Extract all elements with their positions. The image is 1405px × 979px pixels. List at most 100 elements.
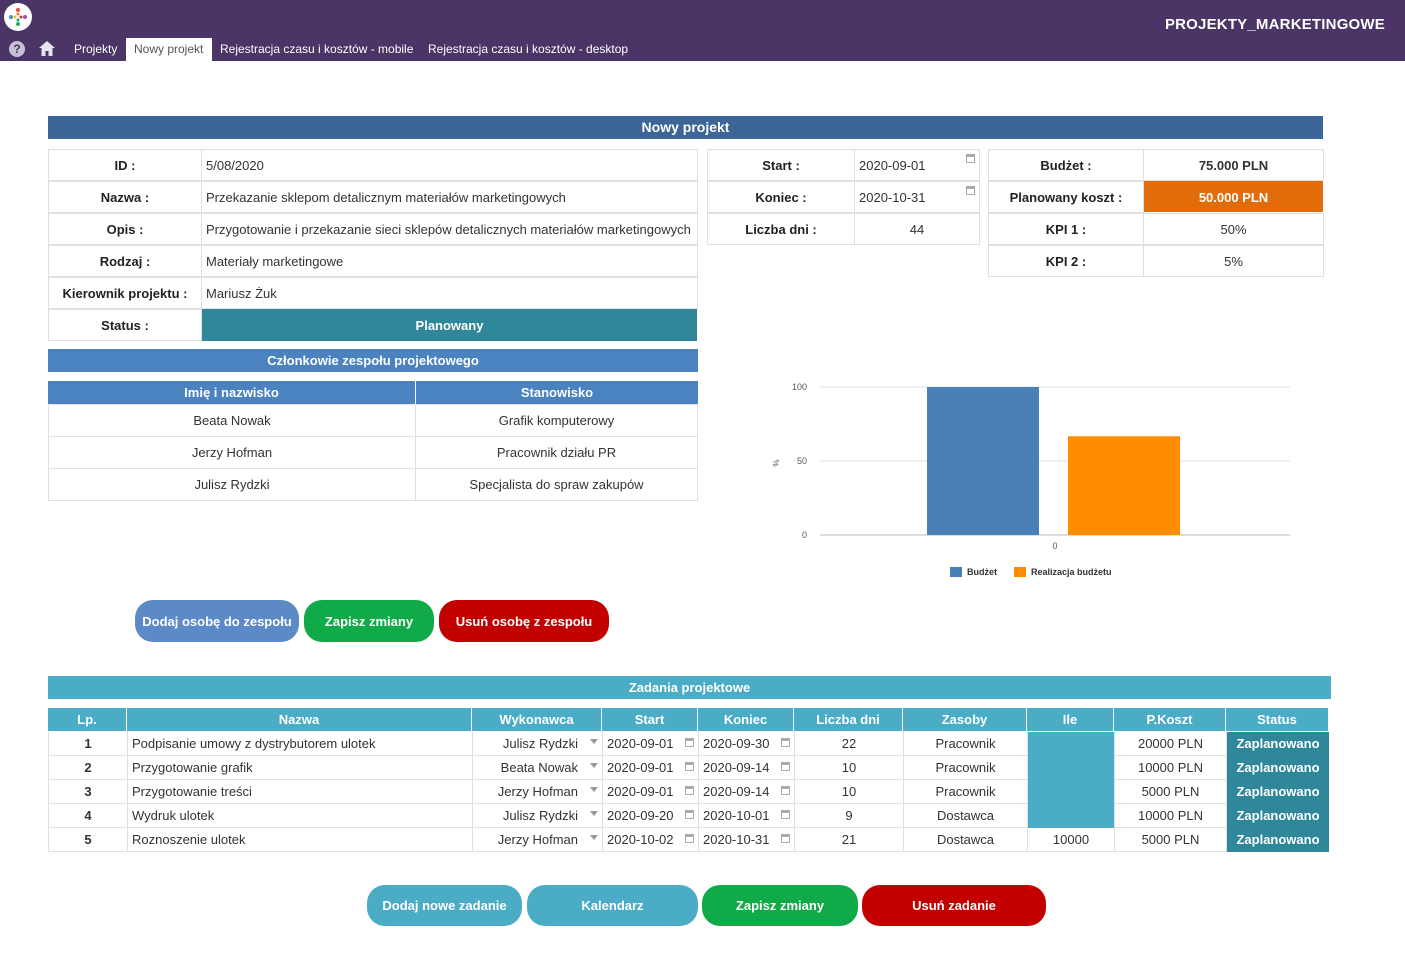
task-row[interactable]: 2 Przygotowanie grafik Beata Nowak 2020-09-… — [48, 756, 1330, 780]
task-who-cell[interactable]: Jerzy Hofman — [473, 780, 603, 804]
calendar-icon[interactable] — [685, 786, 694, 795]
calendar-icon[interactable] — [685, 738, 694, 747]
task-name-cell[interactable]: Przygotowanie grafik — [128, 756, 473, 780]
chevron-down-icon[interactable] — [590, 763, 598, 768]
add-team-member-button[interactable]: Dodaj osobę do zespołu — [135, 600, 299, 642]
task-days-cell[interactable]: 9 — [795, 804, 904, 828]
task-end-cell[interactable]: 2020-09-14 — [699, 780, 795, 804]
task-start-cell[interactable]: 2020-10-02 — [603, 828, 699, 852]
task-who-cell[interactable]: Beata Nowak — [473, 756, 603, 780]
add-task-button[interactable]: Dodaj nowe zadanie — [367, 885, 522, 926]
desc-field[interactable]: Przygotowanie i przekazanie sieci sklepó… — [201, 213, 698, 245]
calendar-icon[interactable] — [685, 762, 694, 771]
team-member-name[interactable]: Beata Nowak — [48, 404, 416, 437]
calendar-icon[interactable] — [685, 810, 694, 819]
chevron-down-icon[interactable] — [590, 787, 598, 792]
save-team-button[interactable]: Zapisz zmiany — [304, 600, 434, 642]
task-who-cell[interactable]: Jerzy Hofman — [473, 828, 603, 852]
task-status-cell[interactable]: Zaplanowano — [1227, 828, 1330, 852]
task-end-cell[interactable]: 2020-09-14 — [699, 756, 795, 780]
task-cost-cell[interactable]: 10000 PLN — [1115, 804, 1227, 828]
type-label: Rodzaj : — [48, 245, 202, 277]
task-res-cell[interactable]: Pracownik — [904, 756, 1028, 780]
task-start-cell[interactable]: 2020-09-01 — [603, 780, 699, 804]
kpi2-value[interactable]: 5% — [1143, 245, 1324, 277]
task-cost-cell[interactable]: 5000 PLN — [1115, 828, 1227, 852]
task-name-cell[interactable]: Przygotowanie treści — [128, 780, 473, 804]
id-field[interactable]: 5/08/2020 — [201, 149, 698, 181]
calendar-icon[interactable] — [685, 834, 694, 843]
task-status-cell[interactable]: Zaplanowano — [1227, 804, 1330, 828]
task-row[interactable]: 5 Roznoszenie ulotek Jerzy Hofman 2020-10-0… — [48, 828, 1330, 852]
task-row[interactable]: 3 Przygotowanie treści Jerzy Hofman 2020-09… — [48, 780, 1330, 804]
task-days-cell[interactable]: 21 — [795, 828, 904, 852]
task-end-cell[interactable]: 2020-10-31 — [699, 828, 795, 852]
manager-field[interactable]: Mariusz Żuk — [201, 277, 698, 309]
task-who-cell[interactable]: Julisz Rydzki — [473, 804, 603, 828]
task-qty-cell[interactable] — [1028, 804, 1115, 828]
task-qty-cell[interactable] — [1028, 732, 1115, 756]
remove-team-member-button[interactable]: Usuń osobę z zespołu — [439, 600, 609, 642]
task-row[interactable]: 1 Podpisanie umowy z dystrybutorem ulotek… — [48, 732, 1330, 756]
task-cost-cell[interactable]: 5000 PLN — [1115, 780, 1227, 804]
team-member-position[interactable]: Specjalista do spraw zakupów — [415, 468, 698, 501]
start-date-field[interactable]: 2020-09-01 — [854, 149, 980, 181]
home-icon[interactable] — [38, 40, 56, 57]
status-badge[interactable]: Planowany — [202, 309, 697, 341]
calendar-icon[interactable] — [781, 786, 790, 795]
calendar-icon[interactable] — [781, 762, 790, 771]
calendar-icon[interactable] — [781, 738, 790, 747]
calendar-icon[interactable] — [966, 186, 975, 195]
task-start-cell[interactable]: 2020-09-01 — [603, 756, 699, 780]
task-res-cell[interactable]: Dostawca — [904, 828, 1028, 852]
tab-rejestracja-mobile[interactable]: Rejestracja czasu i kosztów - mobile — [220, 42, 414, 56]
task-res-cell[interactable]: Dostawca — [904, 804, 1028, 828]
app-logo[interactable] — [4, 3, 32, 31]
team-member-name[interactable]: Jerzy Hofman — [48, 436, 416, 469]
calendar-button[interactable]: Kalendarz — [527, 885, 698, 926]
calendar-icon[interactable] — [781, 810, 790, 819]
task-row[interactable]: 4 Wydruk ulotek Julisz Rydzki 2020-09-20 202… — [48, 804, 1330, 828]
chevron-down-icon[interactable] — [590, 739, 598, 744]
task-res-cell[interactable]: Pracownik — [904, 780, 1028, 804]
tab-nowy-projekt[interactable]: Nowy projekt — [126, 38, 212, 61]
task-status-cell[interactable]: Zaplanowano — [1227, 756, 1330, 780]
name-field[interactable]: Przekazanie sklepom detalicznym materiał… — [201, 181, 698, 213]
task-name-cell[interactable]: Roznoszenie ulotek — [128, 828, 473, 852]
tab-rejestracja-desktop[interactable]: Rejestracja czasu i kosztów - desktop — [428, 42, 629, 56]
save-tasks-button[interactable]: Zapisz zmiany — [702, 885, 858, 926]
chevron-down-icon[interactable] — [590, 835, 598, 840]
team-member-position[interactable]: Grafik komputerowy — [415, 404, 698, 437]
task-qty-cell[interactable] — [1028, 780, 1115, 804]
kpi1-value[interactable]: 50% — [1143, 213, 1324, 245]
budget-value[interactable]: 75.000 PLN — [1143, 149, 1324, 181]
task-status-cell[interactable]: Zaplanowano — [1227, 780, 1330, 804]
task-qty-cell[interactable] — [1028, 756, 1115, 780]
task-who-cell[interactable]: Julisz Rydzki — [473, 732, 603, 756]
task-qty-cell[interactable]: 10000 — [1028, 828, 1115, 852]
task-days-cell[interactable]: 10 — [795, 780, 904, 804]
task-status-cell[interactable]: Zaplanowano — [1227, 732, 1330, 756]
chevron-down-icon[interactable] — [590, 811, 598, 816]
help-icon[interactable]: ? — [9, 41, 25, 57]
task-name-cell[interactable]: Wydruk ulotek — [128, 804, 473, 828]
task-res-cell[interactable]: Pracownik — [904, 732, 1028, 756]
team-member-position[interactable]: Pracownik działu PR — [415, 436, 698, 469]
calendar-icon[interactable] — [781, 834, 790, 843]
tab-projekty[interactable]: Projekty — [74, 42, 118, 56]
task-days-cell[interactable]: 22 — [795, 732, 904, 756]
task-end: 2020-10-31 — [703, 832, 770, 847]
task-days-cell[interactable]: 10 — [795, 756, 904, 780]
task-end-cell[interactable]: 2020-10-01 — [699, 804, 795, 828]
task-cost-cell[interactable]: 10000 PLN — [1115, 756, 1227, 780]
delete-task-button[interactable]: Usuń zadanie — [862, 885, 1046, 926]
calendar-icon[interactable] — [966, 154, 975, 163]
team-member-name[interactable]: Julisz Rydzki — [48, 468, 416, 501]
task-end-cell[interactable]: 2020-09-30 — [699, 732, 795, 756]
type-field[interactable]: Materiały marketingowe — [201, 245, 698, 277]
task-start-cell[interactable]: 2020-09-01 — [603, 732, 699, 756]
task-cost-cell[interactable]: 20000 PLN — [1115, 732, 1227, 756]
task-name-cell[interactable]: Podpisanie umowy z dystrybutorem ulotek — [128, 732, 473, 756]
task-start-cell[interactable]: 2020-09-20 — [603, 804, 699, 828]
end-date-field[interactable]: 2020-10-31 — [854, 181, 980, 213]
